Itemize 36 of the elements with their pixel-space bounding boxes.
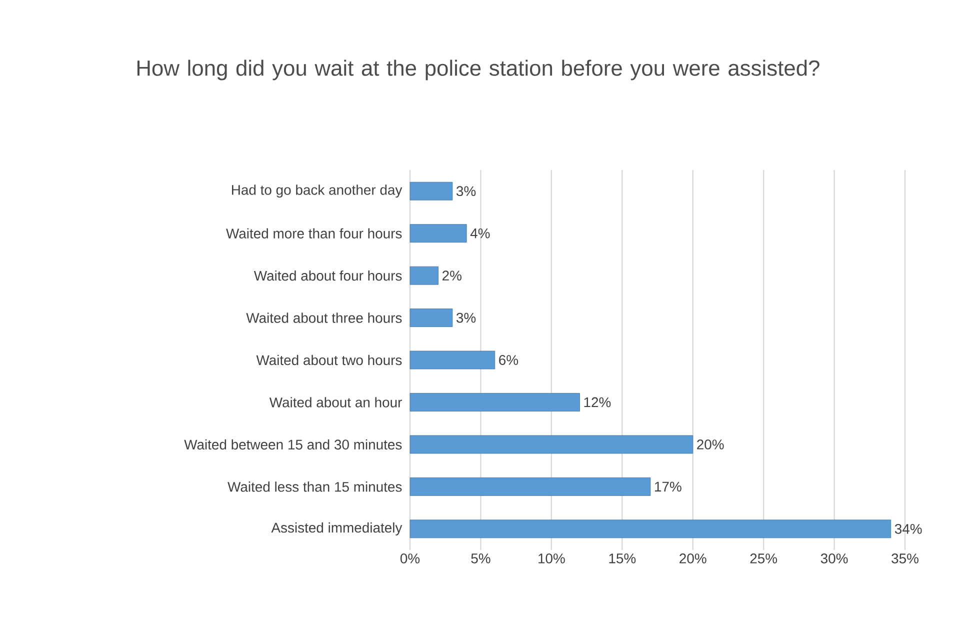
data-label: 4%: [470, 228, 490, 238]
data-label: 20%: [697, 440, 724, 450]
y-tick-label: Had to go back another day: [232, 184, 402, 198]
bar: [410, 477, 651, 496]
bar: [410, 224, 467, 243]
bar: [410, 266, 438, 285]
bar: [410, 308, 453, 327]
y-tick-label: Waited between 15 and 30 minutes: [184, 439, 402, 450]
y-tick-label: Assisted immediately: [271, 522, 402, 536]
data-label: 2%: [442, 270, 462, 280]
bar: [410, 393, 580, 412]
x-tick-label: 30%: [820, 554, 848, 564]
data-label: 17%: [655, 482, 682, 492]
bar: [410, 182, 453, 200]
data-label: 34%: [894, 524, 922, 534]
x-tick-label: 10%: [538, 554, 565, 564]
x-tick-label: 5%: [471, 554, 490, 564]
y-tick-label: Waited more than four hours: [226, 228, 402, 238]
y-tick-label: Waited less than 15 minutes: [228, 482, 402, 492]
y-tick-label: Waited about four hours: [254, 270, 402, 281]
bar: [410, 435, 694, 454]
y-tick-label: Waited about an hour: [269, 397, 402, 408]
x-tick-label: 25%: [750, 554, 778, 564]
data-label: 3%: [456, 186, 476, 196]
x-tick-label: 35%: [892, 554, 918, 564]
data-label: 12%: [584, 397, 611, 408]
y-tick-label: Waited about two hours: [256, 354, 402, 366]
bar: [410, 350, 496, 370]
chart-title: How long did you wait at the police station before you were assisted?: [137, 60, 820, 80]
y-tick-label: Waited about three hours: [246, 312, 402, 323]
x-tick-label: 20%: [680, 554, 706, 564]
data-label: 6%: [499, 355, 518, 365]
x-tick-label: 15%: [609, 554, 636, 564]
data-label: 3%: [456, 312, 476, 323]
bar: [410, 520, 892, 538]
x-tick-label: 0%: [400, 554, 420, 564]
